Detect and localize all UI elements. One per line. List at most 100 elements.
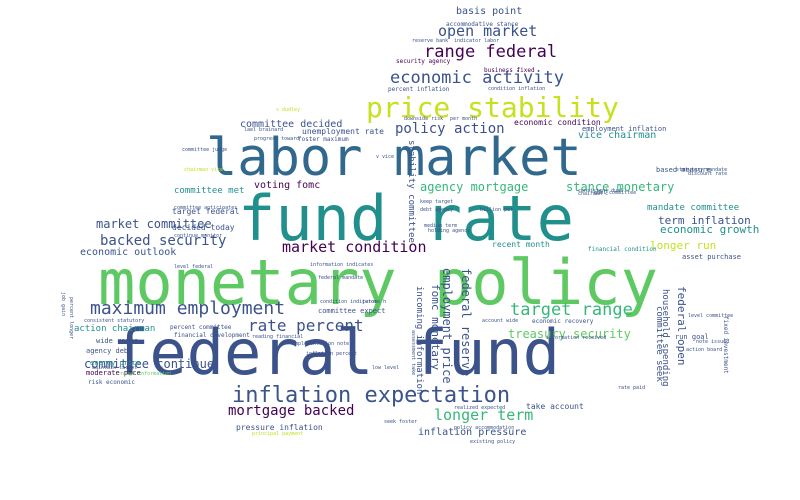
word-downside-risk: downside risk bbox=[404, 116, 444, 122]
word-inflation-pressure: inflation pressure bbox=[418, 427, 527, 438]
word-continue-monitor: continue monitor bbox=[174, 233, 223, 239]
word-level-federal: level federal bbox=[174, 264, 214, 270]
word-assessment-take: assessment take bbox=[410, 330, 416, 376]
word-financial-condition: financial condition bbox=[588, 246, 657, 253]
word-medium-term: medium term bbox=[424, 223, 458, 229]
word-backed-security: backed security bbox=[100, 233, 227, 249]
word-condition-indicator: condition indicator bbox=[320, 299, 378, 305]
word-reserve-bank: reserve bank bbox=[412, 38, 449, 44]
word-market-condition: market condition bbox=[282, 238, 427, 256]
word-goal-committee: goal committee bbox=[594, 190, 637, 196]
word-economic-condition: economic condition bbox=[514, 118, 601, 127]
word-employment-inflation: employment inflation bbox=[582, 125, 667, 133]
word-take-account: take account bbox=[526, 402, 584, 411]
word-recent-month: recent month bbox=[492, 240, 550, 249]
word-committee-judge: committee judge bbox=[182, 147, 228, 153]
word-s-dudley: s dudley bbox=[276, 107, 301, 113]
word-percent-committee: percent committee bbox=[170, 324, 232, 331]
word-pressure-inflation: pressure inflation bbox=[236, 423, 323, 432]
word-federal-mandate: federal mandate bbox=[318, 275, 364, 281]
word-account-wide: account wide bbox=[482, 318, 519, 324]
word-monetary-policy: monetary policy bbox=[98, 246, 658, 319]
word-based-measure: based measure bbox=[656, 166, 711, 174]
word-per-month: per month bbox=[450, 116, 478, 122]
word-incoming-information: incoming information bbox=[414, 286, 424, 395]
word-federal-reserve: federal reserve bbox=[459, 268, 473, 377]
word-term-inflation: term inflation bbox=[658, 214, 751, 227]
word-stance-monetary: stance monetary bbox=[566, 180, 675, 194]
word-range-information: range information bbox=[120, 371, 172, 377]
word-v-vice: v vice bbox=[376, 154, 395, 160]
word-committee-anticipates: committee anticipates bbox=[174, 205, 238, 211]
word-open-market: open market bbox=[438, 22, 538, 40]
word-reading-financial: reading financial bbox=[252, 334, 304, 340]
word-committee-decided: committee decided bbox=[240, 119, 343, 130]
word-business-fixed: business fixed bbox=[484, 67, 535, 74]
word-asset-purchase: asset purchase bbox=[682, 253, 742, 261]
word-market-committee: market committee bbox=[96, 217, 212, 231]
word-financial-development: financial development bbox=[174, 332, 250, 339]
word-rate-percent: rate percent bbox=[248, 316, 364, 335]
word-mandate-committee: mandate committee bbox=[647, 203, 740, 213]
word-federal-open: federal open bbox=[675, 286, 688, 366]
word-billion-per: billion per bbox=[480, 207, 514, 213]
word-chairman-c: chairman c bbox=[578, 191, 609, 197]
word-committee-met: committee met bbox=[174, 186, 245, 196]
word-seek-foster: seek foster bbox=[384, 419, 418, 425]
word-principal-payment: principal payment bbox=[252, 431, 304, 437]
word-committee-seek: committee seek bbox=[654, 306, 664, 382]
word-economic-outlook: economic outlook bbox=[80, 247, 177, 258]
word-policy-action: policy action bbox=[395, 121, 505, 137]
word-realized-expected: realized expected bbox=[454, 405, 506, 411]
word-statutory-mandate: statutory mandate bbox=[676, 167, 728, 173]
word-note-issued: note issued bbox=[696, 339, 730, 345]
word-labor-market: labor market bbox=[206, 128, 582, 188]
word-chairman-vice: chairman vice bbox=[184, 167, 224, 173]
word-low-level: low level bbox=[372, 365, 400, 371]
word-unemployment-rate: unemployment rate bbox=[302, 127, 384, 136]
word-debt-agency: debt agency bbox=[420, 207, 454, 213]
word-accommodative-stance: accommodative stance bbox=[446, 21, 519, 28]
word-economic-recovery: economic recovery bbox=[532, 318, 594, 325]
word-rate-paid: rate paid bbox=[618, 385, 646, 391]
word-job-gain: job gain bbox=[60, 292, 66, 317]
word-target-federal: target federal bbox=[172, 207, 240, 216]
word-information-received: information received bbox=[546, 335, 607, 341]
word-implementation-note: implementation note bbox=[292, 341, 350, 347]
word-wide-range: wide range bbox=[96, 337, 139, 345]
word-voting-fomc: voting fomc bbox=[254, 180, 321, 191]
word-moderate-pace: moderate pace bbox=[86, 369, 141, 377]
word-action-board: action board bbox=[686, 347, 723, 353]
word-jerome-h: jerome h bbox=[362, 299, 387, 305]
word-risk-economic: risk economic bbox=[88, 379, 135, 386]
word-indicator-labor: indicator labor bbox=[454, 38, 500, 44]
word-longer-term: longer term bbox=[434, 406, 534, 424]
word-economic-growth: economic growth bbox=[660, 223, 760, 236]
word-policy-accommodation: policy accommodation bbox=[454, 425, 515, 431]
word-household-spending: household spending bbox=[660, 289, 670, 387]
word-percent-longer: percent longer bbox=[68, 297, 74, 340]
word-inflation-percent: inflation percent bbox=[306, 351, 358, 357]
word-price-stability: price stability bbox=[366, 91, 619, 124]
word-vice-chairman: vice chairman bbox=[578, 130, 657, 141]
word-consistent-statutory: consistent statutory bbox=[84, 318, 145, 324]
word-existing-policy: existing policy bbox=[470, 439, 516, 445]
word-consistent-dual: consistent dual bbox=[578, 188, 624, 194]
word-committee-continue: committee continue bbox=[84, 357, 215, 371]
word-fomc-monetary: fomc monetary bbox=[429, 284, 442, 371]
word-maximum-employment: maximum employment bbox=[90, 298, 286, 319]
word-economic-activity: economic activity bbox=[390, 68, 564, 88]
word-fixed-investment: fixed investment bbox=[722, 316, 729, 374]
word-agency-debt: agency debt bbox=[86, 347, 133, 355]
word-employment-price: employment price bbox=[440, 268, 454, 384]
word-progress-toward: progress toward bbox=[254, 136, 300, 142]
word-foster-maximum: foster maximum bbox=[298, 136, 349, 143]
word-percent-inflation: percent inflation bbox=[388, 86, 450, 93]
word-mortgage-backed: mortgage backed bbox=[228, 403, 355, 419]
word-agency-mortgage: agency mortgage bbox=[420, 180, 529, 194]
word-holding-agency: holding agency bbox=[428, 228, 471, 234]
word-decided-today: decided today bbox=[172, 223, 235, 232]
word-basis-point: basis point bbox=[456, 6, 523, 17]
word-level-committee: level committee bbox=[688, 313, 734, 319]
